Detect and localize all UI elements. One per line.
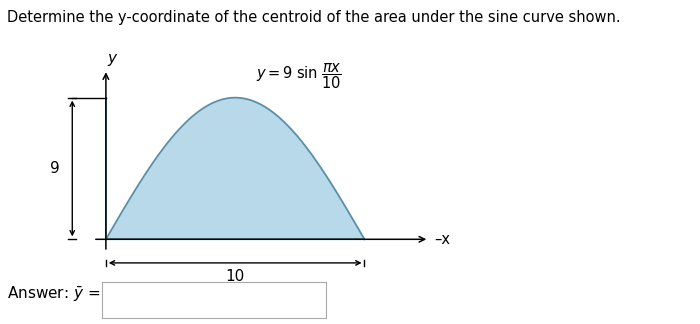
Text: –x: –x bbox=[434, 232, 450, 247]
Text: Determine the y-coordinate of the centroid of the area under the sine curve show: Determine the y-coordinate of the centro… bbox=[7, 10, 621, 25]
Text: y: y bbox=[108, 51, 117, 66]
Text: Answer: $\bar{y}$ =: Answer: $\bar{y}$ = bbox=[7, 285, 100, 305]
Text: $y = 9\;\mathrm{sin}\;\dfrac{\pi x}{10}$: $y = 9\;\mathrm{sin}\;\dfrac{\pi x}{10}$ bbox=[256, 62, 342, 91]
Text: 10: 10 bbox=[225, 269, 245, 284]
Text: 9: 9 bbox=[50, 161, 60, 176]
